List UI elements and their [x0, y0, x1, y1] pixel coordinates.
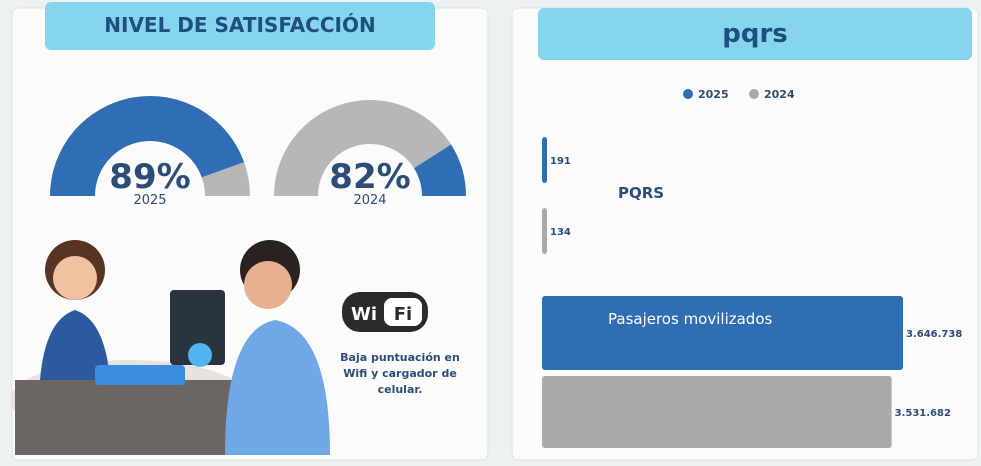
- note: Baja puntuación en Wifi y cargador de ce…: [330, 350, 470, 398]
- bar-value: 3.531.682: [895, 408, 951, 419]
- group-label: PQRS: [618, 184, 664, 202]
- left-title: NIVEL DE SATISFACCIÓN: [104, 13, 375, 37]
- wifi-right: Fi: [394, 304, 412, 325]
- bar: [542, 208, 547, 254]
- gauge-year: 2025: [133, 193, 166, 208]
- legend-swatch: [749, 89, 759, 99]
- gauge-label: 82%: [329, 157, 410, 197]
- legend-label: 2024: [764, 88, 795, 101]
- legend-label: 2025: [698, 88, 729, 101]
- bar-value: 134: [550, 227, 571, 238]
- legend-swatch: [683, 89, 693, 99]
- page: NIVEL DE SATISFACCIÓN pqrs Wi Fi 89%2025…: [0, 0, 981, 466]
- wifi-logo: Wi Fi: [342, 292, 428, 332]
- bar: [542, 376, 892, 448]
- gauge-label: 89%: [109, 157, 190, 197]
- gauge-year: 2024: [353, 193, 386, 208]
- wifi-left: Wi: [351, 304, 377, 325]
- bar: [542, 137, 547, 183]
- bar: [542, 296, 903, 370]
- canvas: NIVEL DE SATISFACCIÓN pqrs Wi Fi 89%2025…: [0, 0, 981, 466]
- bar-value: 3.646.738: [906, 329, 962, 340]
- right-title: pqrs: [722, 19, 788, 49]
- bar-value: 191: [550, 156, 571, 167]
- group-label: Pasajeros movilizados: [608, 310, 772, 328]
